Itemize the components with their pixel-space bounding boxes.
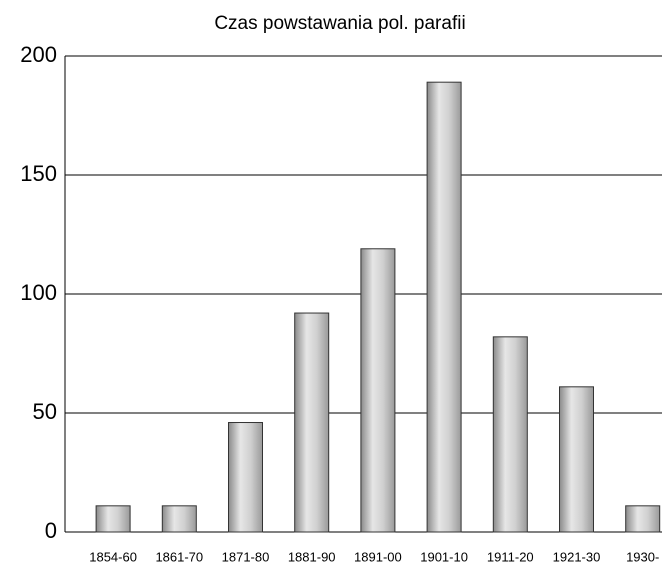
x-tick-label: 1881-90 — [288, 549, 336, 564]
bar — [492, 336, 528, 533]
x-tick-label: 1854-60 — [89, 549, 137, 564]
x-tick-label: 1871-80 — [222, 549, 270, 564]
bar — [625, 505, 661, 533]
x-tick-label: 1901-10 — [420, 549, 468, 564]
y-tick-label: 0 — [45, 518, 57, 543]
y-tick-label: 200 — [20, 42, 57, 67]
bar — [426, 81, 462, 533]
chart-title: Czas powstawania pol. parafii — [214, 13, 465, 34]
x-tick-label: 1911-20 — [487, 549, 534, 564]
x-tick-label: 1921-30 — [553, 549, 601, 564]
bar — [360, 248, 396, 533]
bar — [161, 505, 197, 533]
bar — [228, 422, 263, 533]
x-tick-label: 1930- — [626, 549, 659, 564]
bar — [294, 312, 330, 533]
y-tick-label: 100 — [20, 280, 57, 305]
x-tick-label: 1861-70 — [155, 549, 203, 564]
bar — [95, 505, 131, 533]
x-tick-label: 1891-00 — [354, 549, 402, 564]
y-tick-label: 150 — [20, 161, 57, 186]
bar — [559, 386, 594, 533]
y-tick-label: 50 — [33, 399, 57, 424]
